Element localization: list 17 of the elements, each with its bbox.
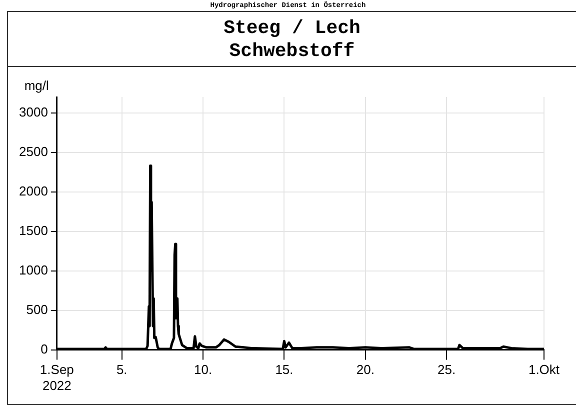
y-tick-label: 2500 [19, 144, 48, 159]
x-tick-label: 15. [275, 362, 294, 378]
chart-subtitle: Schwebstoff [228, 40, 356, 63]
x-tick-label: 25. [438, 362, 456, 378]
x-tick-label: 10. [194, 362, 212, 378]
y-tick-label: 500 [26, 302, 48, 317]
y-tick-label: 0 [40, 341, 48, 356]
x-tick-label: 1.Okt [528, 362, 560, 378]
y-tick-label: 2000 [19, 183, 48, 198]
x-tick-label: 20. [356, 362, 374, 378]
y-tick-label: 3000 [19, 104, 48, 120]
x-tick-label: 5. [116, 362, 128, 378]
chart-title: Steeg / Lech [222, 17, 362, 40]
y-tick-label: 1000 [19, 262, 48, 278]
y-tick-label: 1500 [19, 222, 48, 238]
y-axis-title: mg/l [24, 78, 50, 94]
x-tick-label: 1.Sep 2022 [40, 362, 74, 393]
